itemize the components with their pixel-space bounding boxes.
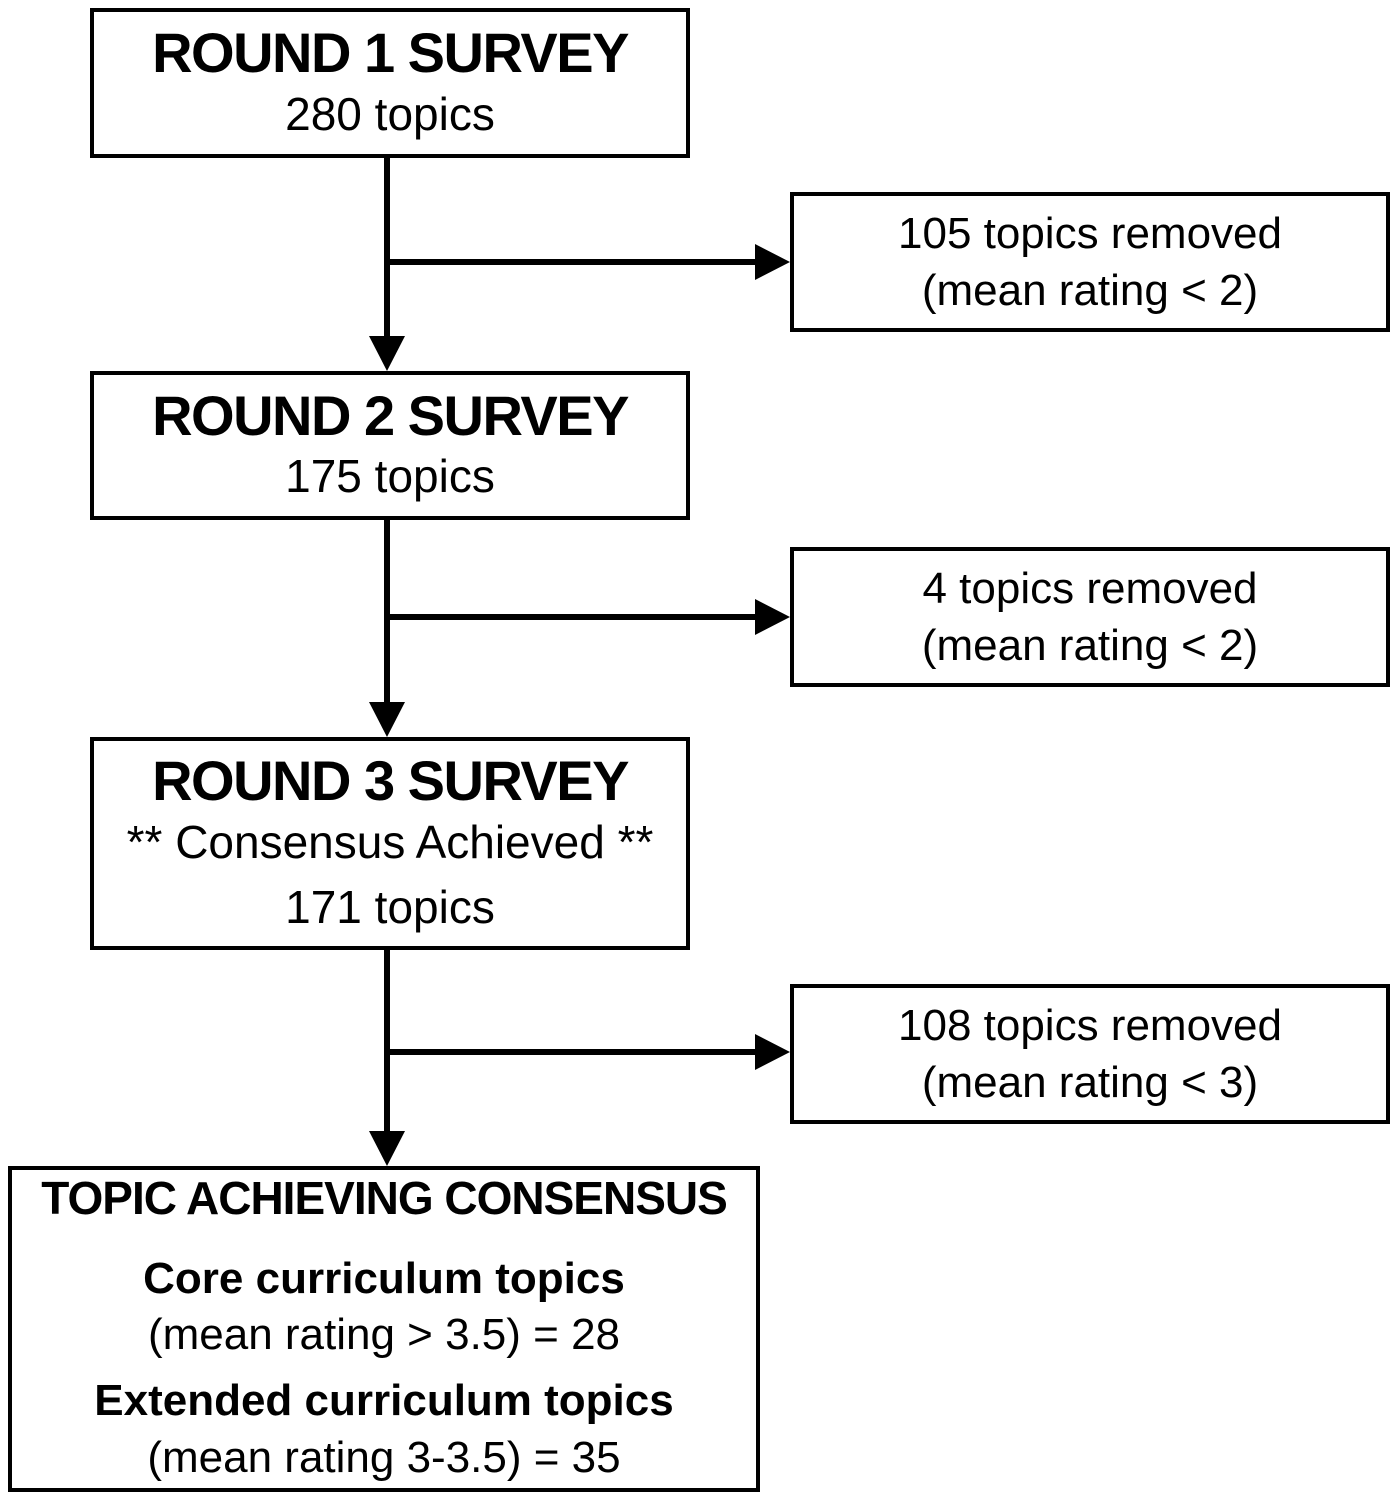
- connector-round2-to-round3: [369, 518, 405, 737]
- arrow-down-icon: [369, 336, 405, 371]
- extended-curriculum-group: Extended curriculum topics (mean rating …: [94, 1373, 673, 1486]
- round3-topic-count: 171 topics: [285, 880, 495, 933]
- core-curriculum-group: Core curriculum topics (mean rating > 3.…: [143, 1251, 625, 1364]
- round1-title: ROUND 1 SURVEY: [152, 21, 629, 85]
- round3-removed-count: 108 topics removed: [898, 1000, 1282, 1050]
- extended-curriculum-label: Extended curriculum topics: [94, 1376, 674, 1426]
- topic-achieving-consensus-box: TOPIC ACHIEVING CONSENSUS Core curriculu…: [8, 1166, 760, 1492]
- round2-removed-count: 4 topics removed: [922, 563, 1258, 613]
- arrow-right-icon: [755, 244, 790, 280]
- connector-round2-to-removed2: [384, 599, 790, 635]
- round1-survey-box: ROUND 1 SURVEY 280 topics: [90, 8, 690, 158]
- connector-round3-to-consensus: [369, 948, 405, 1166]
- round1-removed-count: 105 topics removed: [898, 208, 1282, 258]
- round3-removed-box: 108 topics removed (mean rating < 3): [790, 984, 1390, 1124]
- round3-removed-criterion: (mean rating < 3): [921, 1058, 1259, 1107]
- arrow-right-icon: [755, 599, 790, 635]
- connector-round1-to-round2: [369, 155, 405, 371]
- arrow-down-icon: [369, 702, 405, 737]
- round2-removed-criterion: (mean rating < 2): [921, 621, 1259, 670]
- core-curriculum-label: Core curriculum topics: [143, 1253, 625, 1303]
- round2-survey-box: ROUND 2 SURVEY 175 topics: [90, 371, 690, 520]
- round3-consensus-note: ** Consensus Achieved **: [126, 815, 654, 868]
- core-curriculum-value: (mean rating > 3.5) = 28: [147, 1310, 621, 1360]
- round3-title: ROUND 3 SURVEY: [152, 749, 629, 813]
- arrow-right-icon: [755, 1034, 790, 1070]
- round1-removed-criterion: (mean rating < 2): [921, 266, 1259, 315]
- round2-title: ROUND 2 SURVEY: [152, 383, 629, 447]
- round3-survey-box: ROUND 3 SURVEY ** Consensus Achieved ** …: [90, 737, 690, 950]
- round1-topic-count: 280 topics: [285, 87, 495, 140]
- round2-removed-box: 4 topics removed (mean rating < 2): [790, 547, 1390, 687]
- consensus-title: TOPIC ACHIEVING CONSENSUS: [41, 1171, 728, 1224]
- connector-round3-to-removed3: [384, 1034, 790, 1070]
- round2-topic-count: 175 topics: [285, 450, 495, 503]
- arrow-down-icon: [369, 1131, 405, 1166]
- connector-round1-to-removed1: [384, 244, 790, 280]
- extended-curriculum-value: (mean rating 3-3.5) = 35: [147, 1432, 621, 1482]
- round1-removed-box: 105 topics removed (mean rating < 2): [790, 192, 1390, 332]
